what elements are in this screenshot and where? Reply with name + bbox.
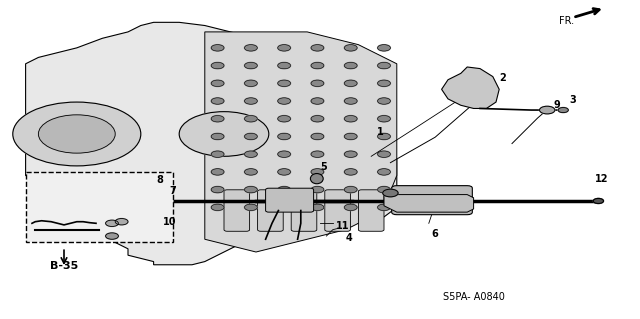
Circle shape — [244, 204, 257, 211]
Circle shape — [211, 115, 224, 122]
Circle shape — [593, 198, 604, 204]
Text: 12: 12 — [595, 174, 609, 184]
Circle shape — [311, 204, 324, 211]
Circle shape — [311, 98, 324, 104]
Circle shape — [211, 204, 224, 211]
Circle shape — [378, 204, 390, 211]
Circle shape — [278, 186, 291, 193]
Circle shape — [211, 80, 224, 86]
Text: 5: 5 — [320, 162, 326, 173]
Circle shape — [211, 63, 224, 69]
Circle shape — [378, 133, 390, 140]
Circle shape — [278, 204, 291, 211]
Circle shape — [244, 98, 257, 104]
Text: S5PA- A0840: S5PA- A0840 — [443, 292, 504, 302]
Circle shape — [383, 189, 398, 197]
Circle shape — [311, 169, 324, 175]
Circle shape — [344, 80, 357, 86]
Circle shape — [344, 169, 357, 175]
Polygon shape — [384, 195, 474, 212]
Circle shape — [115, 219, 128, 225]
Text: 3: 3 — [570, 95, 576, 106]
FancyBboxPatch shape — [224, 190, 250, 231]
Circle shape — [344, 45, 357, 51]
Circle shape — [211, 45, 224, 51]
FancyBboxPatch shape — [358, 190, 384, 231]
Circle shape — [244, 115, 257, 122]
Circle shape — [38, 115, 115, 153]
Circle shape — [311, 151, 324, 157]
Circle shape — [278, 98, 291, 104]
Circle shape — [211, 98, 224, 104]
Text: FR.: FR. — [559, 16, 574, 26]
Circle shape — [278, 80, 291, 86]
Text: 4: 4 — [346, 233, 352, 243]
Circle shape — [278, 45, 291, 51]
Circle shape — [13, 102, 141, 166]
Circle shape — [106, 233, 118, 239]
Circle shape — [211, 151, 224, 157]
Circle shape — [211, 169, 224, 175]
Circle shape — [244, 133, 257, 140]
FancyBboxPatch shape — [257, 190, 283, 231]
Circle shape — [244, 80, 257, 86]
Circle shape — [211, 133, 224, 140]
Circle shape — [378, 63, 390, 69]
Circle shape — [244, 186, 257, 193]
Circle shape — [540, 106, 555, 114]
Circle shape — [244, 45, 257, 51]
Circle shape — [378, 45, 390, 51]
Circle shape — [344, 115, 357, 122]
Text: 9: 9 — [554, 100, 560, 110]
Text: 1: 1 — [378, 127, 384, 137]
Circle shape — [344, 186, 357, 193]
Circle shape — [244, 169, 257, 175]
Circle shape — [378, 80, 390, 86]
Circle shape — [344, 63, 357, 69]
Bar — [26, 172, 173, 242]
Circle shape — [106, 220, 118, 226]
Text: B-35: B-35 — [50, 261, 78, 271]
Text: 8: 8 — [157, 175, 163, 185]
Circle shape — [244, 63, 257, 69]
Circle shape — [378, 169, 390, 175]
FancyBboxPatch shape — [266, 188, 314, 212]
Circle shape — [344, 204, 357, 211]
Circle shape — [311, 133, 324, 140]
Circle shape — [378, 98, 390, 104]
Circle shape — [278, 169, 291, 175]
Circle shape — [558, 108, 568, 113]
Text: 7: 7 — [170, 186, 176, 197]
Circle shape — [278, 133, 291, 140]
Circle shape — [278, 115, 291, 122]
FancyBboxPatch shape — [324, 190, 351, 231]
Polygon shape — [26, 22, 397, 265]
Circle shape — [378, 186, 390, 193]
FancyBboxPatch shape — [392, 186, 472, 215]
Circle shape — [311, 115, 324, 122]
Polygon shape — [205, 32, 397, 252]
Text: 2: 2 — [499, 73, 506, 83]
Circle shape — [278, 63, 291, 69]
Text: 10: 10 — [163, 217, 177, 227]
Circle shape — [278, 151, 291, 157]
Circle shape — [378, 115, 390, 122]
Circle shape — [311, 80, 324, 86]
Circle shape — [244, 151, 257, 157]
Text: 6: 6 — [432, 229, 438, 240]
Polygon shape — [442, 67, 499, 108]
Circle shape — [344, 133, 357, 140]
Circle shape — [344, 98, 357, 104]
Circle shape — [378, 151, 390, 157]
Circle shape — [311, 186, 324, 193]
Circle shape — [344, 151, 357, 157]
Circle shape — [311, 45, 324, 51]
Circle shape — [311, 63, 324, 69]
Text: 11: 11 — [335, 221, 349, 232]
Circle shape — [211, 186, 224, 193]
FancyBboxPatch shape — [291, 190, 317, 231]
Circle shape — [179, 112, 269, 156]
Ellipse shape — [310, 174, 323, 184]
